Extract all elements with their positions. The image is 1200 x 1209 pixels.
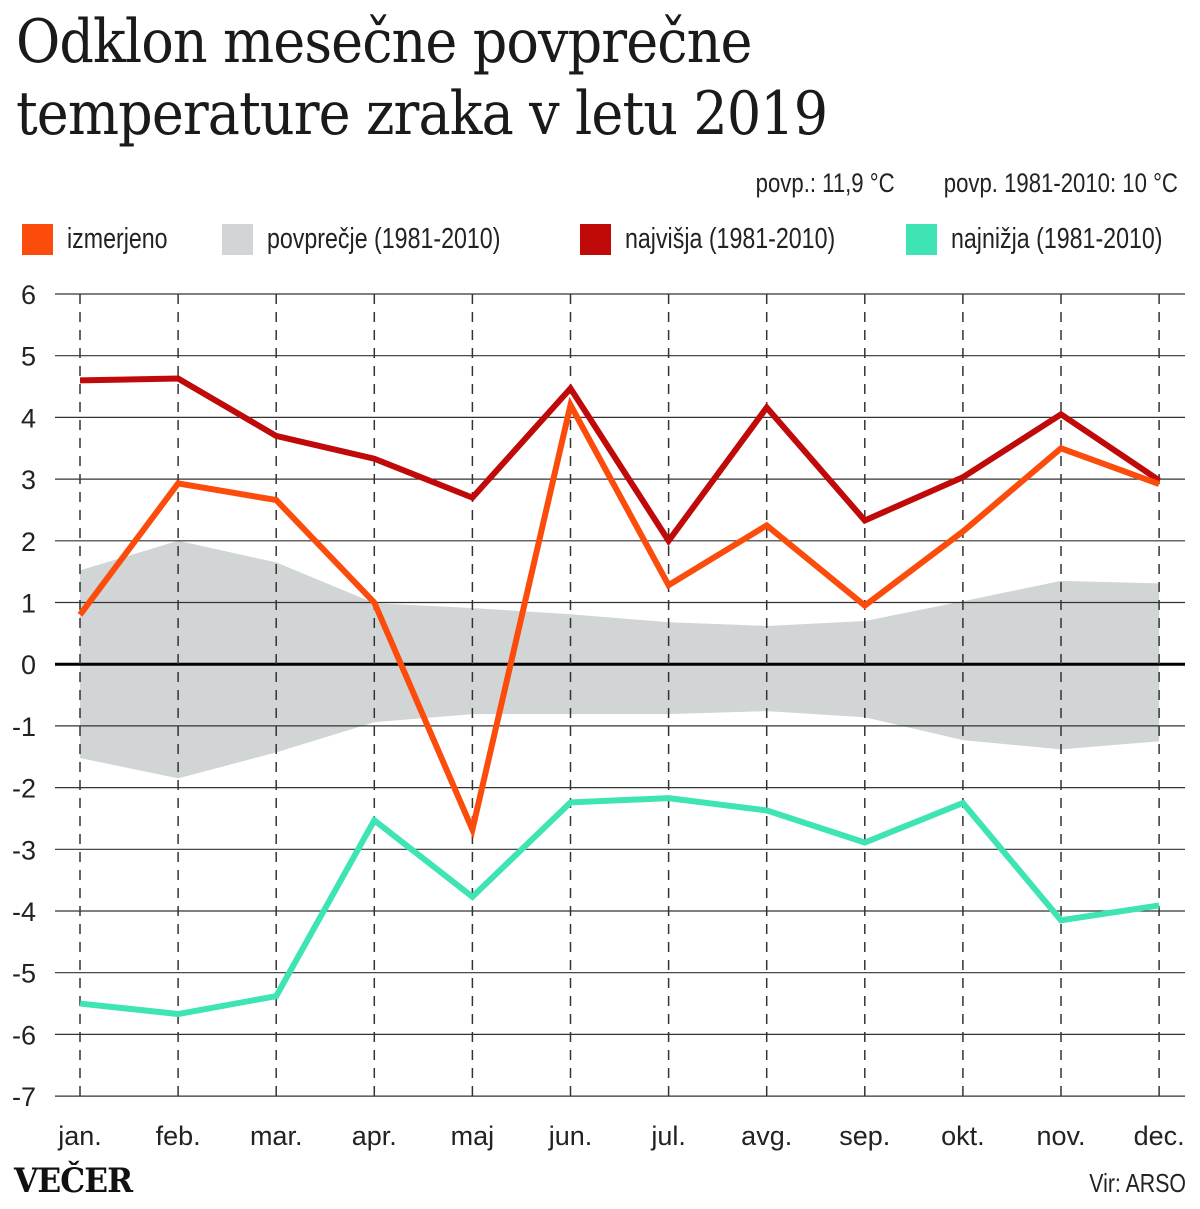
y-tick-label: -6 [12, 1020, 36, 1050]
average-baseline: povp. 1981-2010: 10 °C [943, 168, 1178, 198]
y-tick-label: 3 [21, 465, 36, 495]
legend: izmerjeno povprečje (1981-2010) najvišja… [22, 223, 1178, 263]
y-tick-label: 0 [21, 650, 36, 680]
x-tick-label: mar. [250, 1121, 303, 1151]
y-tick-label: 2 [21, 527, 36, 557]
x-tick-label: jun. [548, 1121, 593, 1151]
chart-title-line-1: Odklon mesečne povprečne [16, 7, 752, 77]
series-line-najnizja [79, 795, 1160, 1018]
y-tick-label: -7 [12, 1082, 36, 1112]
legend-item-izmerjeno: izmerjeno [22, 223, 193, 256]
legend-label: izmerjeno [67, 223, 168, 255]
average-info: povp.: 11,9 °C povp. 1981-2010: 10 °C [756, 168, 1178, 199]
x-tick-label: feb. [156, 1121, 201, 1151]
average-range-band [80, 540, 1160, 779]
legend-label: povprečje (1981-2010) [267, 223, 501, 255]
x-tick-label: apr. [352, 1121, 397, 1151]
legend-label: najvišja (1981-2010) [625, 223, 836, 255]
average-2019: povp.: 11,9 °C [755, 168, 895, 198]
legend-item-najvisja: najvišja (1981-2010) [580, 223, 888, 256]
x-tick-label: avg. [741, 1121, 792, 1151]
y-tick-label: -4 [12, 897, 36, 927]
x-tick-label: maj [451, 1121, 495, 1151]
y-tick-label: 6 [21, 280, 36, 310]
series-line-izmerjeno [77, 396, 1161, 840]
legend-swatch-najnizja [906, 224, 937, 255]
legend-swatch-izmerjeno [22, 224, 53, 255]
y-tick-label: -5 [12, 959, 36, 989]
x-tick-label: dec. [1134, 1121, 1185, 1151]
y-tick-label: -3 [12, 835, 36, 865]
x-tick-label: nov. [1036, 1121, 1085, 1151]
x-tick-label: jul. [650, 1121, 686, 1151]
y-tick-label: -2 [12, 774, 36, 804]
y-tick-label: 1 [21, 589, 36, 619]
chart-title-line-2: temperature zraka v letu 2019 [16, 79, 828, 149]
chart-title: Odklon mesečne povprečne temperature zra… [16, 6, 828, 150]
legend-item-najnizja: najnižja (1981-2010) [906, 223, 1200, 256]
data-source: Vir: ARSO [1089, 1168, 1186, 1198]
x-tick-label: sep. [839, 1121, 890, 1151]
series-line-najvisja [79, 375, 1161, 547]
publisher-logo: VEČER [14, 1161, 133, 1201]
y-tick-label: 4 [21, 403, 36, 433]
line-chart: 6 5 4 3 2 1 0 -1 -2 -3 -4 -5 -6 -7 jan. feb. mar. apr. maj… [12, 280, 1185, 1151]
legend-swatch-najvisja [580, 224, 611, 255]
x-tick-label: jan. [57, 1121, 102, 1151]
y-tick-label: 5 [21, 342, 36, 372]
y-tick-label: -1 [12, 712, 36, 742]
legend-label: najnižja (1981-2010) [951, 223, 1163, 255]
legend-swatch-povprecje [222, 224, 253, 255]
legend-item-povprecje: povprečje (1981-2010) [222, 223, 559, 256]
x-tick-label: okt. [941, 1121, 985, 1151]
